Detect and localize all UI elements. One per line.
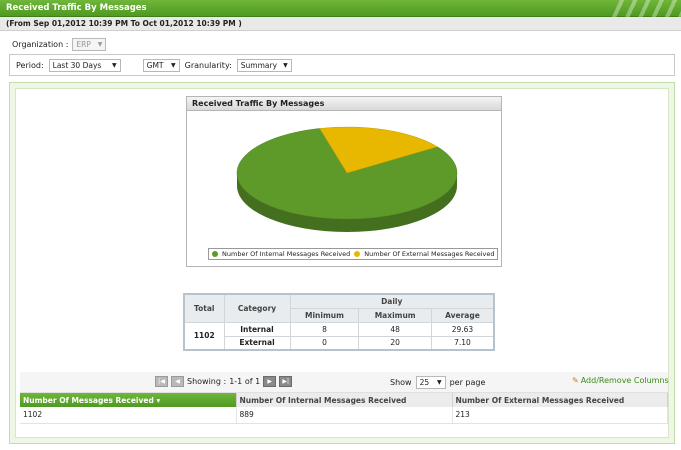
table-row[interactable]: 1102 889 213 xyxy=(20,407,668,424)
stats-header-daily: Daily xyxy=(289,293,495,309)
add-remove-columns-link[interactable]: ✎ Add/Remove Columns xyxy=(572,376,669,385)
chart-panel: Received Traffic By Messages xyxy=(186,96,502,267)
edit-columns-icon: ✎ xyxy=(572,376,579,385)
per-page-control: Show 25 ▼ per page xyxy=(390,376,485,389)
add-remove-columns-label: Add/Remove Columns xyxy=(580,376,669,385)
titlebar-decoration xyxy=(611,0,681,17)
grid-toolbar xyxy=(20,372,668,393)
chevron-down-icon: ▼ xyxy=(283,61,288,69)
cell-messages: 1102 xyxy=(20,407,237,424)
pie-slice-side-0 xyxy=(237,173,457,232)
show-label: Show xyxy=(390,378,412,387)
messages-grid: Number Of Messages Received ▾ Number Of … xyxy=(20,393,668,424)
stats-total: 1102 xyxy=(183,321,225,351)
legend-swatch-external xyxy=(354,251,361,257)
stats-row: External 0 20 7.10 xyxy=(184,335,495,351)
showing-range: 1-1 of 1 xyxy=(229,377,261,386)
pager: |◀ ◀ Showing : 1-1 of 1 ▶ ▶| xyxy=(155,376,293,387)
sort-desc-icon: ▾ xyxy=(156,395,161,405)
period-label: Period: xyxy=(16,60,44,70)
stats-avg: 29.63 xyxy=(430,321,495,337)
chevron-down-icon: ▼ xyxy=(436,379,442,386)
organization-row: Organization : ERP ▼ xyxy=(12,37,107,51)
chart-panel-title: Received Traffic By Messages xyxy=(187,97,501,111)
column-header-external[interactable]: Number Of External Messages Received xyxy=(452,393,668,407)
stats-header-avg: Average xyxy=(430,307,495,323)
stats-min: 0 xyxy=(289,335,360,351)
granularity-label: Granularity: xyxy=(184,60,232,70)
chevron-down-icon: ▼ xyxy=(97,40,103,48)
period-value: Last 30 Days xyxy=(52,60,102,70)
per-page-suffix: per page xyxy=(449,378,486,387)
per-page-select[interactable]: 25 ▼ xyxy=(415,376,446,389)
organization-label: Organization : xyxy=(12,39,69,49)
chart-legend: Number Of Internal Messages Received Num… xyxy=(208,248,499,260)
stats-avg: 7.10 xyxy=(430,335,495,351)
last-page-icon[interactable]: ▶| xyxy=(279,376,293,387)
pie-slice-0 xyxy=(236,128,458,220)
next-page-icon[interactable]: ▶ xyxy=(263,376,277,387)
pie-chart xyxy=(236,126,458,232)
legend-label-internal: Number Of Internal Messages Received xyxy=(222,250,351,258)
legend-swatch-internal xyxy=(212,251,218,257)
organization-select[interactable]: ERP ▼ xyxy=(72,37,107,51)
filter-bar: Period: Last 30 Days ▼ GMT ▼ Granularity… xyxy=(9,54,675,76)
stats-min: 8 xyxy=(289,321,360,337)
daily-stats-table: Total Category Daily Minimum Maximum Ave… xyxy=(183,293,495,351)
timezone-value: GMT xyxy=(146,60,164,70)
granularity-value: Summary xyxy=(240,60,278,70)
stats-header-min: Minimum xyxy=(289,307,360,323)
stats-category: Internal xyxy=(223,321,291,337)
stats-category: External xyxy=(223,335,291,351)
chevron-down-icon: ▼ xyxy=(112,61,117,69)
column-header-internal[interactable]: Number Of Internal Messages Received xyxy=(236,393,453,407)
period-select[interactable]: Last 30 Days ▼ xyxy=(48,58,121,72)
stats-max: 48 xyxy=(358,321,432,337)
first-page-icon[interactable]: |◀ xyxy=(155,376,168,387)
stats-header-category: Category xyxy=(223,293,291,323)
stats-header-total: Total xyxy=(183,293,225,323)
organization-value: ERP xyxy=(76,39,91,49)
stats-max: 20 xyxy=(358,335,432,351)
pie-slice-1 xyxy=(319,126,438,174)
showing-label: Showing : xyxy=(187,377,227,386)
chevron-down-icon: ▼ xyxy=(171,61,176,69)
cell-internal: 889 xyxy=(236,407,453,424)
per-page-value: 25 xyxy=(419,378,430,387)
prev-page-icon[interactable]: ◀ xyxy=(171,376,184,387)
granularity-select[interactable]: Summary ▼ xyxy=(236,58,292,72)
column-header-messages[interactable]: Number Of Messages Received ▾ xyxy=(20,393,237,407)
cell-external: 213 xyxy=(452,407,668,424)
stats-row: 1102 Internal 8 48 29.63 xyxy=(183,321,495,351)
window-title: Received Traffic By Messages xyxy=(6,3,147,13)
stats-header-max: Maximum xyxy=(358,307,432,323)
window-titlebar: Received Traffic By Messages xyxy=(0,0,681,17)
legend-label-external: Number Of External Messages Received xyxy=(364,250,495,258)
timezone-select[interactable]: GMT ▼ xyxy=(142,58,180,72)
date-range: (From Sep 01,2012 10:39 PM To Oct 01,201… xyxy=(0,17,681,31)
